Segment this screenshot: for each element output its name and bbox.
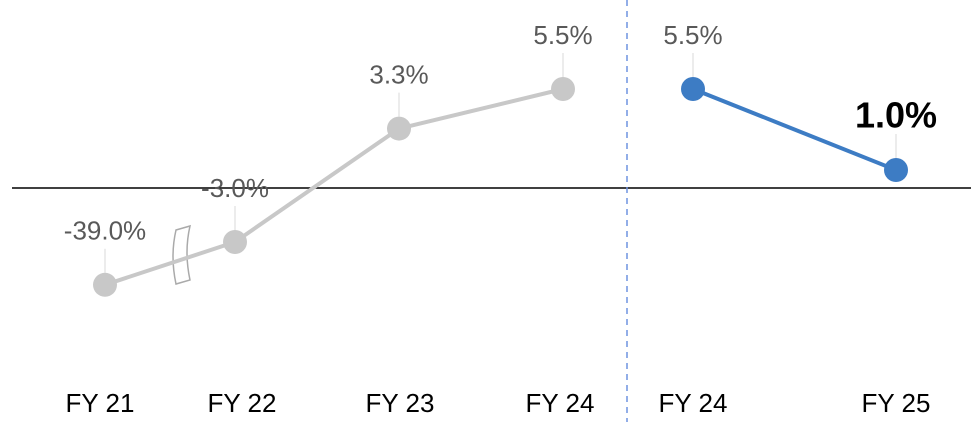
data-point bbox=[681, 77, 705, 101]
data-point bbox=[884, 158, 908, 182]
data-point bbox=[387, 116, 411, 141]
data-label: 5.5% bbox=[663, 20, 722, 50]
x-tick-label: FY 25 bbox=[862, 388, 931, 418]
data-point bbox=[93, 272, 117, 297]
data-point bbox=[223, 230, 247, 254]
data-point bbox=[551, 77, 575, 101]
data-label: -3.0% bbox=[201, 173, 269, 203]
x-tick-label: FY 22 bbox=[208, 388, 277, 418]
x-tick-label: FY 24 bbox=[659, 388, 728, 418]
data-label: 3.3% bbox=[369, 59, 428, 89]
data-label: 1.0% bbox=[855, 95, 937, 136]
axis-break bbox=[172, 224, 192, 285]
data-label: -39.0% bbox=[64, 216, 146, 246]
x-tick-label: FY 24 bbox=[526, 388, 595, 418]
data-label: 5.5% bbox=[533, 20, 592, 50]
x-tick-label: FY 21 bbox=[66, 388, 135, 418]
x-tick-label: FY 23 bbox=[366, 388, 435, 418]
series-line bbox=[104, 87, 564, 287]
series-line bbox=[692, 87, 897, 172]
